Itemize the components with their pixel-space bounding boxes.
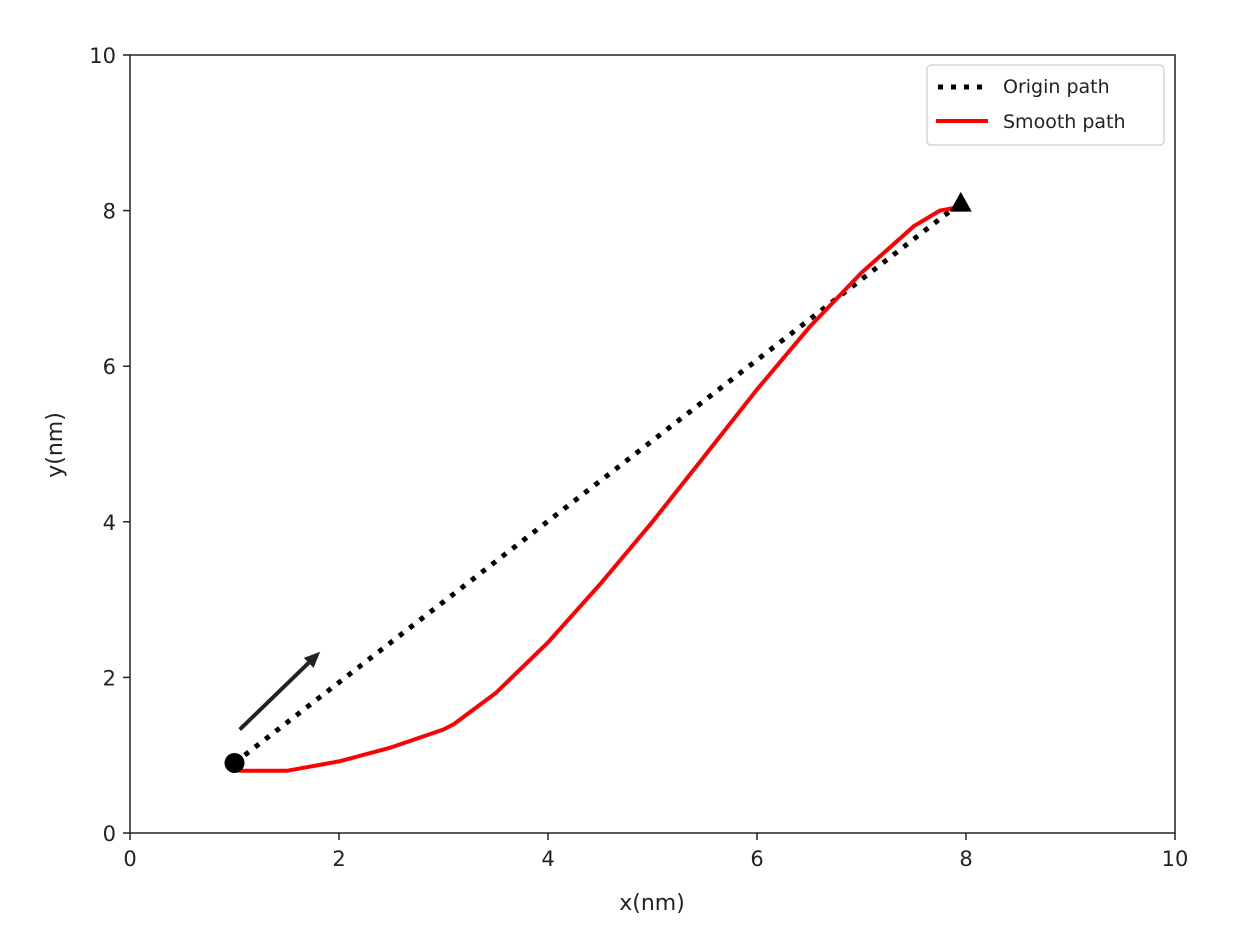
legend-label-smooth-path: Smooth path (1003, 111, 1126, 133)
x-tick-label: 6 (750, 847, 763, 871)
y-tick-label: 8 (103, 200, 116, 224)
direction-arrow-head (303, 651, 321, 668)
x-tick-label: 2 (332, 847, 345, 871)
legend-box (926, 64, 1165, 146)
y-axis-label: y(nm) (43, 412, 68, 478)
y-tick-label: 0 (103, 822, 116, 846)
axes-frame (129, 54, 1176, 834)
x-tick-label: 0 (123, 847, 136, 871)
legend-label-origin-path: Origin path (1003, 76, 1110, 98)
start-point-marker (224, 752, 245, 773)
x-tick-label: 4 (541, 847, 554, 871)
series-origin-path-line (232, 200, 963, 765)
y-tick-label: 4 (103, 511, 116, 535)
y-tick-label: 2 (103, 666, 116, 690)
y-tick-label: 10 (89, 44, 116, 68)
series-smooth-path-line (237, 204, 963, 773)
plot-area (129, 54, 1176, 834)
end-point-marker (949, 191, 972, 212)
x-axis-label: x(nm) (619, 891, 685, 916)
legend: Origin path Smooth path (926, 64, 1165, 146)
x-axis-ticks: 0 2 4 6 8 10 (123, 833, 1188, 871)
x-tick-label: 8 (959, 847, 972, 871)
y-tick-label: 6 (103, 355, 116, 379)
direction-arrow-shaft (238, 661, 311, 731)
y-axis-ticks: 0 2 4 6 8 10 (89, 44, 130, 846)
x-tick-label: 10 (1162, 847, 1189, 871)
